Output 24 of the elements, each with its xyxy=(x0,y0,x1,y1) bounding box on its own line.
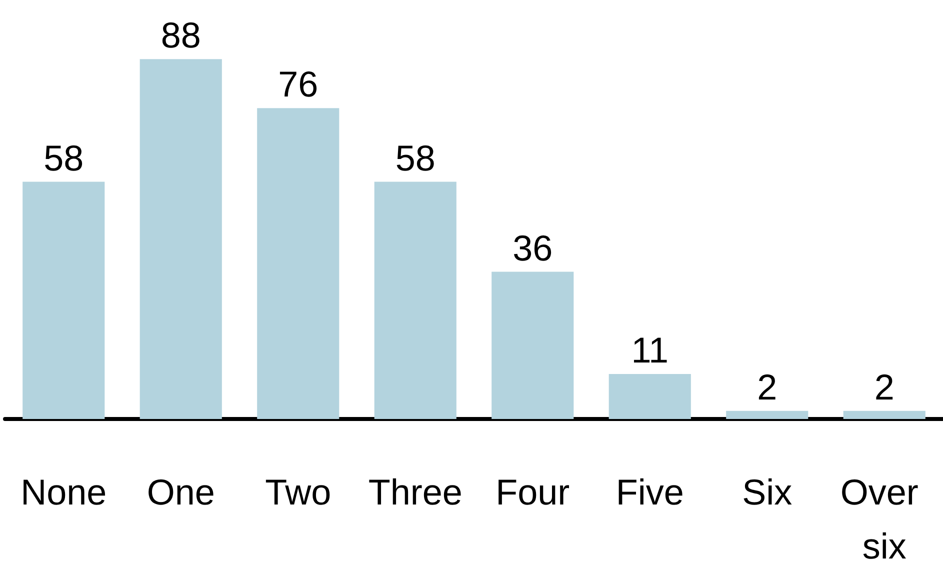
x-tick-label: Six xyxy=(742,472,792,512)
data-label: 11 xyxy=(631,330,669,371)
bar xyxy=(374,182,456,419)
bar xyxy=(22,182,105,419)
data-label: 2 xyxy=(874,366,894,408)
bar xyxy=(140,59,222,419)
data-label: 58 xyxy=(395,137,436,178)
x-tick-label: Three xyxy=(368,472,462,512)
data-label: 76 xyxy=(278,64,318,105)
bar xyxy=(843,410,926,419)
data-label: 2 xyxy=(757,366,778,408)
data-label: 58 xyxy=(44,137,84,178)
x-tick-label: Two xyxy=(265,472,332,512)
bar xyxy=(726,410,808,419)
x-tick-label: Over six xyxy=(840,472,928,566)
bar xyxy=(257,108,340,419)
data-label: 36 xyxy=(512,227,553,268)
x-tick-label: Five xyxy=(616,472,684,512)
x-tick-label: Four xyxy=(496,472,570,512)
data-label: 88 xyxy=(160,14,201,56)
bar xyxy=(608,374,691,419)
bar xyxy=(492,272,574,419)
x-tick-label: One xyxy=(146,472,215,512)
x-tick-label: None xyxy=(20,472,107,512)
